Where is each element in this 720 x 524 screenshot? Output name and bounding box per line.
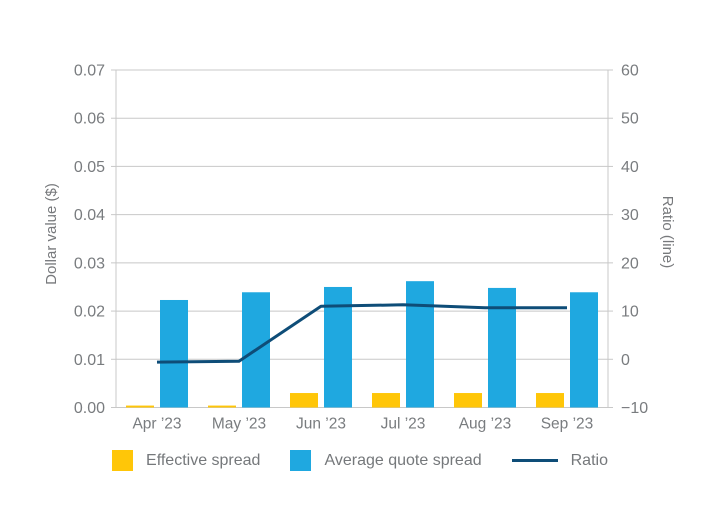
left-tick-label: 0.03 bbox=[74, 255, 105, 272]
bar-average-quote-spread bbox=[570, 292, 598, 408]
legend-item-effective-spread: Effective spread bbox=[112, 450, 260, 471]
bar-effective-spread bbox=[290, 393, 318, 408]
x-tick-label: May ’23 bbox=[212, 416, 266, 433]
effective-spread-swatch-icon bbox=[112, 450, 134, 471]
bar-effective-spread bbox=[126, 405, 154, 408]
bar-average-quote-spread bbox=[406, 281, 434, 408]
bar-effective-spread bbox=[208, 405, 236, 408]
right-tick-label: 60 bbox=[621, 63, 639, 80]
x-tick-label: Sep ’23 bbox=[541, 416, 594, 433]
legend-item-ratio: Ratio bbox=[511, 451, 608, 470]
ratio-line-swatch-icon bbox=[511, 459, 558, 462]
right-tick-label: 0 bbox=[621, 352, 630, 369]
legend-label-effective-spread: Effective spread bbox=[146, 451, 261, 469]
legend-item-average-quote-spread: Average quote spread bbox=[290, 450, 482, 471]
right-tick-label: 50 bbox=[621, 111, 639, 128]
bar-effective-spread bbox=[536, 393, 564, 408]
right-tick-label: 10 bbox=[621, 304, 639, 321]
left-tick-label: 0.00 bbox=[74, 400, 105, 417]
left-tick-label: 0.06 bbox=[74, 111, 105, 128]
x-tick-label: Jul ’23 bbox=[381, 416, 426, 433]
legend-label-average-quote-spread: Average quote spread bbox=[324, 451, 482, 469]
right-tick-label: −10 bbox=[621, 400, 648, 417]
legend-label-ratio: Ratio bbox=[570, 451, 608, 469]
right-tick-label: 20 bbox=[621, 255, 639, 272]
average-quote-spread-swatch-icon bbox=[290, 450, 312, 471]
ratio-line bbox=[156, 303, 567, 364]
left-tick-label: 0.02 bbox=[74, 304, 105, 321]
bar-average-quote-spread bbox=[160, 299, 188, 408]
x-tick-label: Jun ’23 bbox=[296, 416, 346, 433]
right-tick-label: 30 bbox=[621, 207, 639, 224]
bar-effective-spread bbox=[372, 393, 400, 408]
left-tick-label: 0.07 bbox=[74, 63, 105, 80]
chart-legend: Effective spread Average quote spread Ra… bbox=[0, 450, 720, 471]
plot-border bbox=[115, 69, 609, 408]
bar-average-quote-spread bbox=[488, 287, 516, 408]
left-tick-label: 0.01 bbox=[74, 352, 105, 369]
x-tick-label: Aug ’23 bbox=[459, 416, 512, 433]
left-tick-label: 0.04 bbox=[74, 207, 105, 224]
right-tick-label: 40 bbox=[621, 159, 639, 176]
left-tick-label: 0.05 bbox=[74, 159, 105, 176]
x-tick-label: Apr ’23 bbox=[132, 416, 181, 433]
bar-effective-spread bbox=[454, 393, 482, 408]
